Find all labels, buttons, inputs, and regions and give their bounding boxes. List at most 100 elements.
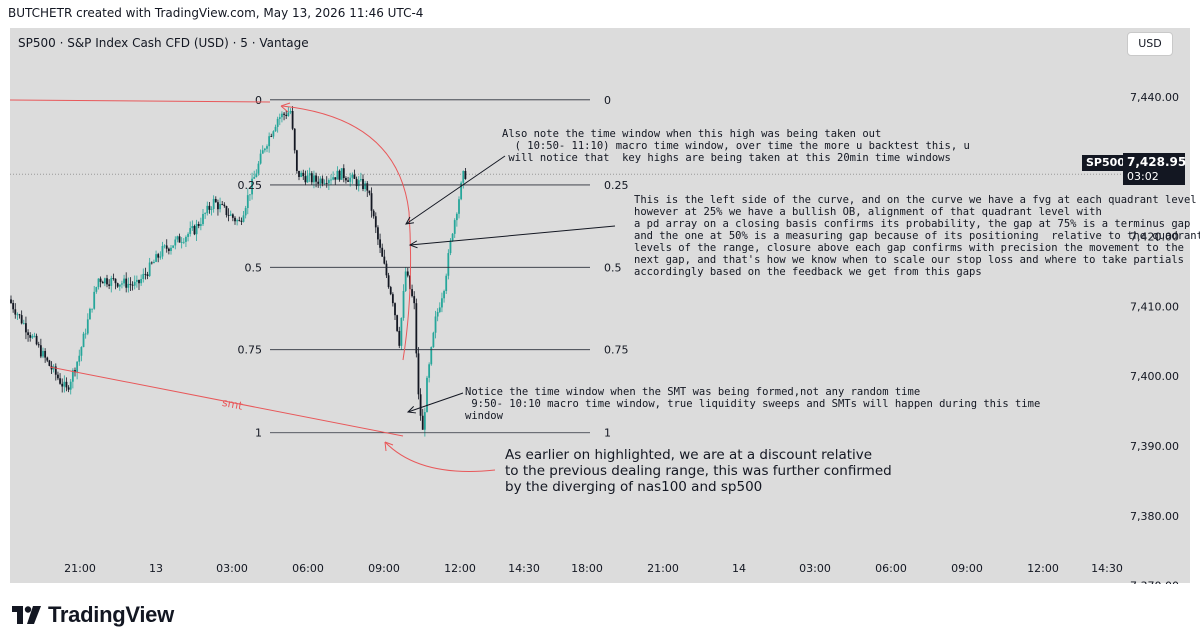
candle-body	[106, 278, 108, 285]
candle-body	[253, 177, 256, 179]
tradingview-logo[interactable]: TradingView	[12, 602, 174, 628]
candle-body	[298, 170, 300, 177]
price-axis-label: 7,390.00	[1130, 440, 1179, 453]
candle-body	[428, 364, 431, 378]
candle-body	[432, 332, 435, 348]
candle-body	[402, 290, 405, 318]
chart-area[interactable]	[10, 28, 1190, 583]
fib-level-label-right: 0	[604, 94, 611, 107]
candle-body	[61, 383, 64, 387]
candle-body	[127, 283, 130, 288]
symbol-legend[interactable]: SP500 · S&P Index Cash CFD (USD) · 5 · V…	[18, 36, 309, 50]
candle-body	[185, 236, 187, 242]
candle-body	[202, 213, 204, 225]
candle-body	[257, 163, 260, 174]
candle-body	[447, 253, 450, 276]
candle-body	[57, 374, 59, 379]
candle-body	[300, 172, 303, 177]
candle-body	[131, 284, 134, 286]
candle-body	[67, 387, 70, 390]
candle-body	[78, 355, 81, 362]
candle-body	[231, 214, 234, 218]
candle-body	[374, 216, 377, 228]
annotation-smt-time-window: Notice the time window when the SMT was …	[465, 386, 1041, 422]
candle-body	[140, 279, 143, 284]
fib-level-label-right: 1	[604, 427, 611, 440]
candle-body	[351, 174, 354, 178]
candle-body	[251, 178, 253, 195]
candle-body	[138, 279, 140, 284]
discount-arrow	[384, 441, 496, 472]
candle-body	[59, 378, 61, 384]
price-axis-label: 7,380.00	[1130, 510, 1179, 523]
footer	[0, 584, 1200, 643]
time-axis-label: 09:00	[368, 562, 400, 575]
candle-body	[281, 113, 283, 118]
candle-body	[383, 256, 386, 264]
candle-body	[315, 175, 317, 182]
candle-body	[12, 303, 15, 310]
candle-body	[48, 360, 51, 366]
candle-body	[150, 262, 153, 264]
time-axis-label: 14:30	[508, 562, 540, 575]
candle-body	[193, 226, 196, 235]
currency-button[interactable]: USD	[1127, 32, 1173, 56]
candle-body	[206, 205, 209, 214]
candle-body	[242, 215, 245, 222]
candle-body	[421, 415, 424, 430]
candle-body	[323, 183, 326, 184]
annotation-discount: As earlier on highlighted, we are at a d…	[505, 447, 892, 495]
candle-body	[404, 271, 407, 291]
candle-body	[381, 247, 384, 257]
time-axis-label: 06:00	[875, 562, 907, 575]
candle-body	[82, 333, 85, 348]
candle-body	[123, 278, 125, 284]
candle-body	[327, 180, 330, 184]
candle-body	[413, 296, 416, 304]
candle-body	[99, 278, 102, 282]
fib-level-label-left: 0	[255, 94, 262, 107]
candle-body	[93, 291, 96, 309]
candle-body	[187, 233, 189, 237]
fib-level-label-right: 0.75	[604, 344, 629, 357]
candle-body	[161, 246, 164, 257]
candle-body	[144, 273, 147, 275]
candle-body	[103, 278, 106, 284]
candle-body	[16, 314, 19, 316]
annotation-high-time-window: Also note the time window when this high…	[502, 128, 970, 164]
candle-body	[396, 315, 399, 331]
candle-body	[460, 182, 463, 200]
candle-body	[377, 227, 379, 240]
candle-body	[80, 347, 83, 356]
candle-body	[172, 245, 175, 248]
candle-body	[153, 261, 155, 264]
candle-body	[229, 214, 232, 216]
candle-body	[133, 281, 136, 286]
candle-body	[263, 148, 266, 151]
candle-body	[118, 284, 121, 287]
smt-label: smt	[221, 396, 245, 413]
candle-body	[330, 179, 332, 181]
candle-body	[114, 278, 117, 284]
candle-body	[347, 180, 349, 182]
candle-body	[249, 194, 251, 196]
candle-body	[372, 210, 375, 217]
candle-body	[221, 204, 224, 205]
candle-body	[246, 195, 249, 209]
candle-body	[170, 247, 172, 252]
candle-body	[291, 110, 294, 129]
candle-body	[349, 177, 352, 182]
candle-body	[18, 314, 21, 316]
time-axis-label: 03:00	[216, 562, 248, 575]
candle-body	[33, 335, 36, 337]
price-axis-label: 7,400.00	[1130, 370, 1179, 383]
discount-arrowhead	[384, 441, 394, 452]
candle-body	[20, 315, 23, 324]
candle-body	[462, 170, 465, 183]
candle-body	[334, 177, 337, 180]
candle-body	[434, 316, 437, 333]
candle-body	[91, 308, 93, 310]
candle-body	[167, 248, 170, 252]
symbol-price-tag: SP500	[1082, 155, 1129, 171]
